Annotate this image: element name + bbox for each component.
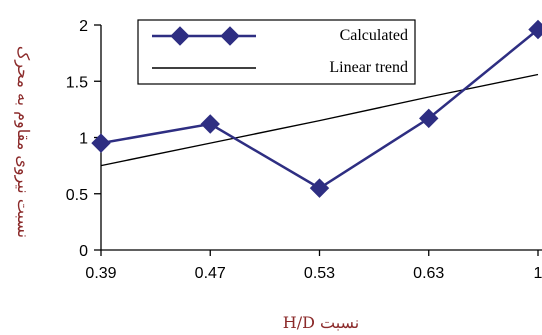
data-point-calculated: [309, 178, 330, 198]
data-point-calculated: [200, 114, 220, 134]
x-axis-title: نسبت H/D: [283, 313, 360, 332]
data-point-calculated: [419, 108, 439, 129]
data-point-calculated: [91, 133, 111, 153]
series-line-linear-trend: [100, 73, 539, 167]
y-tick-label: 0: [79, 243, 88, 260]
x-tick-label: 0.39: [85, 265, 116, 282]
x-tick-label: 1: [534, 265, 542, 282]
x-tick-label: 0.63: [413, 265, 444, 282]
y-tick-label: 1.5: [66, 74, 88, 91]
y-tick-label: 0.5: [66, 187, 88, 204]
legend-label-calculated: Calculated: [340, 27, 408, 44]
x-tick-label: 0.47: [195, 265, 226, 282]
legend-marker-calculated: [220, 26, 240, 46]
y-axis-title: نسبت نیروی مقاوم به محرک: [14, 46, 33, 238]
y-tick-label: 1: [79, 131, 88, 148]
x-tick-label: 0.53: [304, 265, 335, 282]
y-tick-label: 2: [79, 18, 88, 35]
data-point-calculated: [528, 19, 542, 40]
legend-marker-calculated: [170, 26, 190, 46]
legend-label-linear-trend: Linear trend: [329, 59, 408, 76]
